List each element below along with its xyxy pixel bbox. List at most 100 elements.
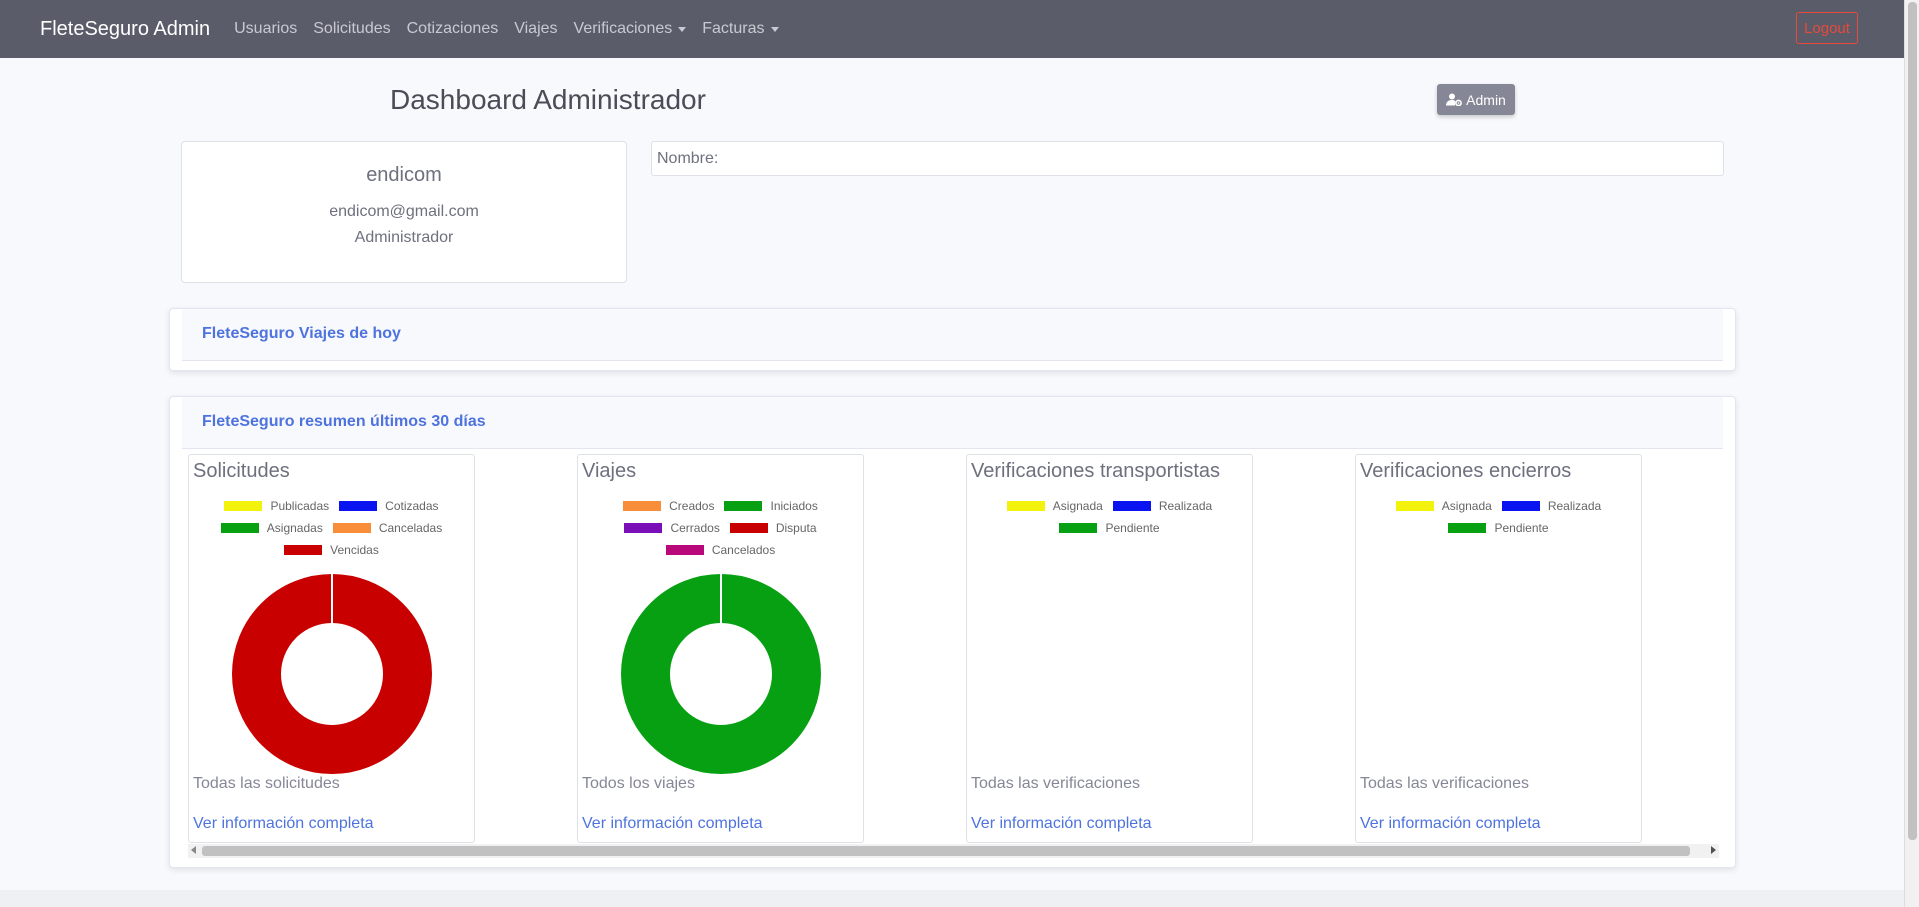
legend-swatch: [220, 523, 259, 533]
legend-swatch: [729, 523, 768, 533]
chart-title: Verificaciones transportistas: [971, 460, 1221, 482]
page-title: Dashboard Administrador: [390, 84, 706, 115]
legend-item[interactable]: Realizada: [1112, 495, 1213, 517]
legend-label: Asignada: [1052, 499, 1103, 513]
legend-label: Asignadas: [266, 521, 323, 535]
legend-label: Realizada: [1547, 499, 1602, 513]
legend-item[interactable]: Pendiente: [1059, 517, 1160, 539]
admin-button[interactable]: Admin: [1437, 84, 1515, 115]
donut-chart: [1394, 569, 1604, 779]
legend-label: Cerrados: [670, 521, 720, 535]
legend-item[interactable]: Disputa: [729, 517, 817, 539]
ver-info-link[interactable]: Ver información completa: [582, 815, 763, 832]
legend-label: Vencidas: [330, 543, 379, 557]
legend-item[interactable]: Cancelados: [665, 539, 776, 561]
legend-swatch: [224, 501, 263, 511]
chart-panel-verificaciones-transportistas: Verificaciones transportistas Asignada Re…: [966, 454, 1253, 843]
user-cog-icon: [1446, 93, 1463, 106]
legend-label: Canceladas: [378, 521, 443, 535]
legend-swatch: [624, 523, 663, 533]
donut-chart: [621, 574, 821, 774]
chart-legend: Asignada Realizada Pendiente: [1356, 495, 1641, 539]
chart-panel-solicitudes: Solicitudes Publicadas Cotizadas Asignadas…: [188, 454, 475, 843]
legend-swatch: [1112, 501, 1151, 511]
ver-info-link[interactable]: Ver información completa: [193, 815, 374, 832]
donut-chart: [232, 574, 432, 774]
legend-swatch: [724, 501, 763, 511]
legend-item[interactable]: Asignadas: [220, 517, 323, 539]
legend-item[interactable]: Creados: [623, 495, 714, 517]
nav-facturas-label: Facturas: [702, 20, 765, 37]
legend-label: Cancelados: [711, 543, 776, 557]
legend-item[interactable]: Cotizadas: [339, 495, 439, 517]
ver-info-link[interactable]: Ver información completa: [1360, 815, 1541, 832]
legend-swatch: [1501, 501, 1540, 511]
chart-footer: Todas las verificaciones: [1360, 775, 1529, 792]
legend-label: Pendiente: [1494, 521, 1549, 535]
nav-facturas-dropdown[interactable]: Facturas: [702, 20, 779, 38]
legend-item[interactable]: Asignada: [1006, 495, 1103, 517]
legend-label: Asignada: [1441, 499, 1492, 513]
nombre-field: Nombre:: [651, 141, 1724, 176]
legend-item[interactable]: Iniciados: [724, 495, 818, 517]
legend-swatch: [284, 545, 323, 555]
nav-cotizaciones[interactable]: Cotizaciones: [406, 20, 499, 37]
legend-item[interactable]: Canceladas: [332, 517, 443, 539]
legend-swatch: [1448, 523, 1487, 533]
legend-swatch: [1059, 523, 1098, 533]
donut-chart: [1005, 569, 1215, 779]
legend-item[interactable]: Realizada: [1501, 495, 1602, 517]
legend-swatch: [665, 545, 704, 555]
chart-legend: Creados Iniciados Cerrados Disputa Cancelado…: [578, 495, 863, 561]
chart-footer: Todos los viajes: [582, 775, 695, 792]
legend-item[interactable]: Asignada: [1395, 495, 1492, 517]
chart-title: Viajes: [582, 460, 637, 482]
legend-item[interactable]: Cerrados: [624, 517, 720, 539]
legend-label: Iniciados: [770, 499, 818, 513]
legend-label: Realizada: [1158, 499, 1213, 513]
legend-item[interactable]: Publicadas: [224, 495, 329, 517]
horizontal-scrollbar[interactable]: [188, 844, 1719, 858]
legend-swatch: [339, 501, 378, 511]
viajes-hoy-header: FleteSeguro Viajes de hoy: [182, 309, 1723, 361]
scroll-left-icon[interactable]: [191, 846, 196, 854]
caret-down-icon: [678, 26, 687, 32]
legend-swatch: [1395, 501, 1434, 511]
nav-viajes[interactable]: Viajes: [514, 20, 558, 37]
legend-item[interactable]: Pendiente: [1448, 517, 1549, 539]
brand-link[interactable]: FleteSeguro Admin: [40, 17, 211, 40]
top-navbar: FleteSeguro Admin Usuarios Solicitudes C…: [0, 0, 1904, 58]
legend-label: Cotizadas: [385, 499, 439, 513]
profile-email: endicom@gmail.com: [329, 203, 479, 220]
legend-label: Disputa: [775, 521, 817, 535]
legend-swatch: [332, 523, 371, 533]
admin-button-label: Admin: [1466, 91, 1506, 108]
scroll-right-icon[interactable]: [1711, 846, 1716, 854]
legend-swatch: [623, 501, 662, 511]
nav-verificaciones-label: Verificaciones: [573, 20, 673, 37]
legend-label: Creados: [669, 499, 715, 513]
profile-name: endicom: [366, 164, 442, 186]
chart-footer: Todas las solicitudes: [193, 775, 340, 792]
nav-verificaciones-dropdown[interactable]: Verificaciones: [574, 20, 687, 38]
chart-footer: Todas las verificaciones: [971, 775, 1140, 792]
legend-item[interactable]: Vencidas: [284, 539, 379, 561]
horizontal-scroll-thumb[interactable]: [202, 846, 1690, 856]
main-content: Dashboard Administrador Admin endicom en…: [0, 58, 1904, 890]
profile-card: endicom endicom@gmail.com Administrador: [181, 141, 627, 283]
nav-usuarios[interactable]: Usuarios: [234, 20, 298, 37]
chart-legend: Asignada Realizada Pendiente: [967, 495, 1252, 539]
resumen-header: FleteSeguro resumen últimos 30 días: [182, 397, 1723, 449]
caret-down-icon: [770, 26, 779, 32]
vertical-scrollbar[interactable]: [1904, 0, 1919, 907]
nav-solicitudes[interactable]: Solicitudes: [313, 20, 391, 37]
legend-label: Publicadas: [270, 499, 330, 513]
vertical-scroll-thumb[interactable]: [1908, 2, 1917, 840]
profile-role: Administrador: [354, 229, 454, 246]
viajes-hoy-card: FleteSeguro Viajes de hoy: [169, 308, 1736, 371]
chart-title: Verificaciones encierros: [1360, 460, 1572, 482]
logout-button[interactable]: Logout: [1796, 12, 1858, 44]
chart-panel-verificaciones-encierros: Verificaciones encierros Asignada Realiza…: [1355, 454, 1642, 843]
chart-legend: Publicadas Cotizadas Asignadas Canceladas Ve…: [189, 495, 474, 561]
ver-info-link[interactable]: Ver información completa: [971, 815, 1152, 832]
